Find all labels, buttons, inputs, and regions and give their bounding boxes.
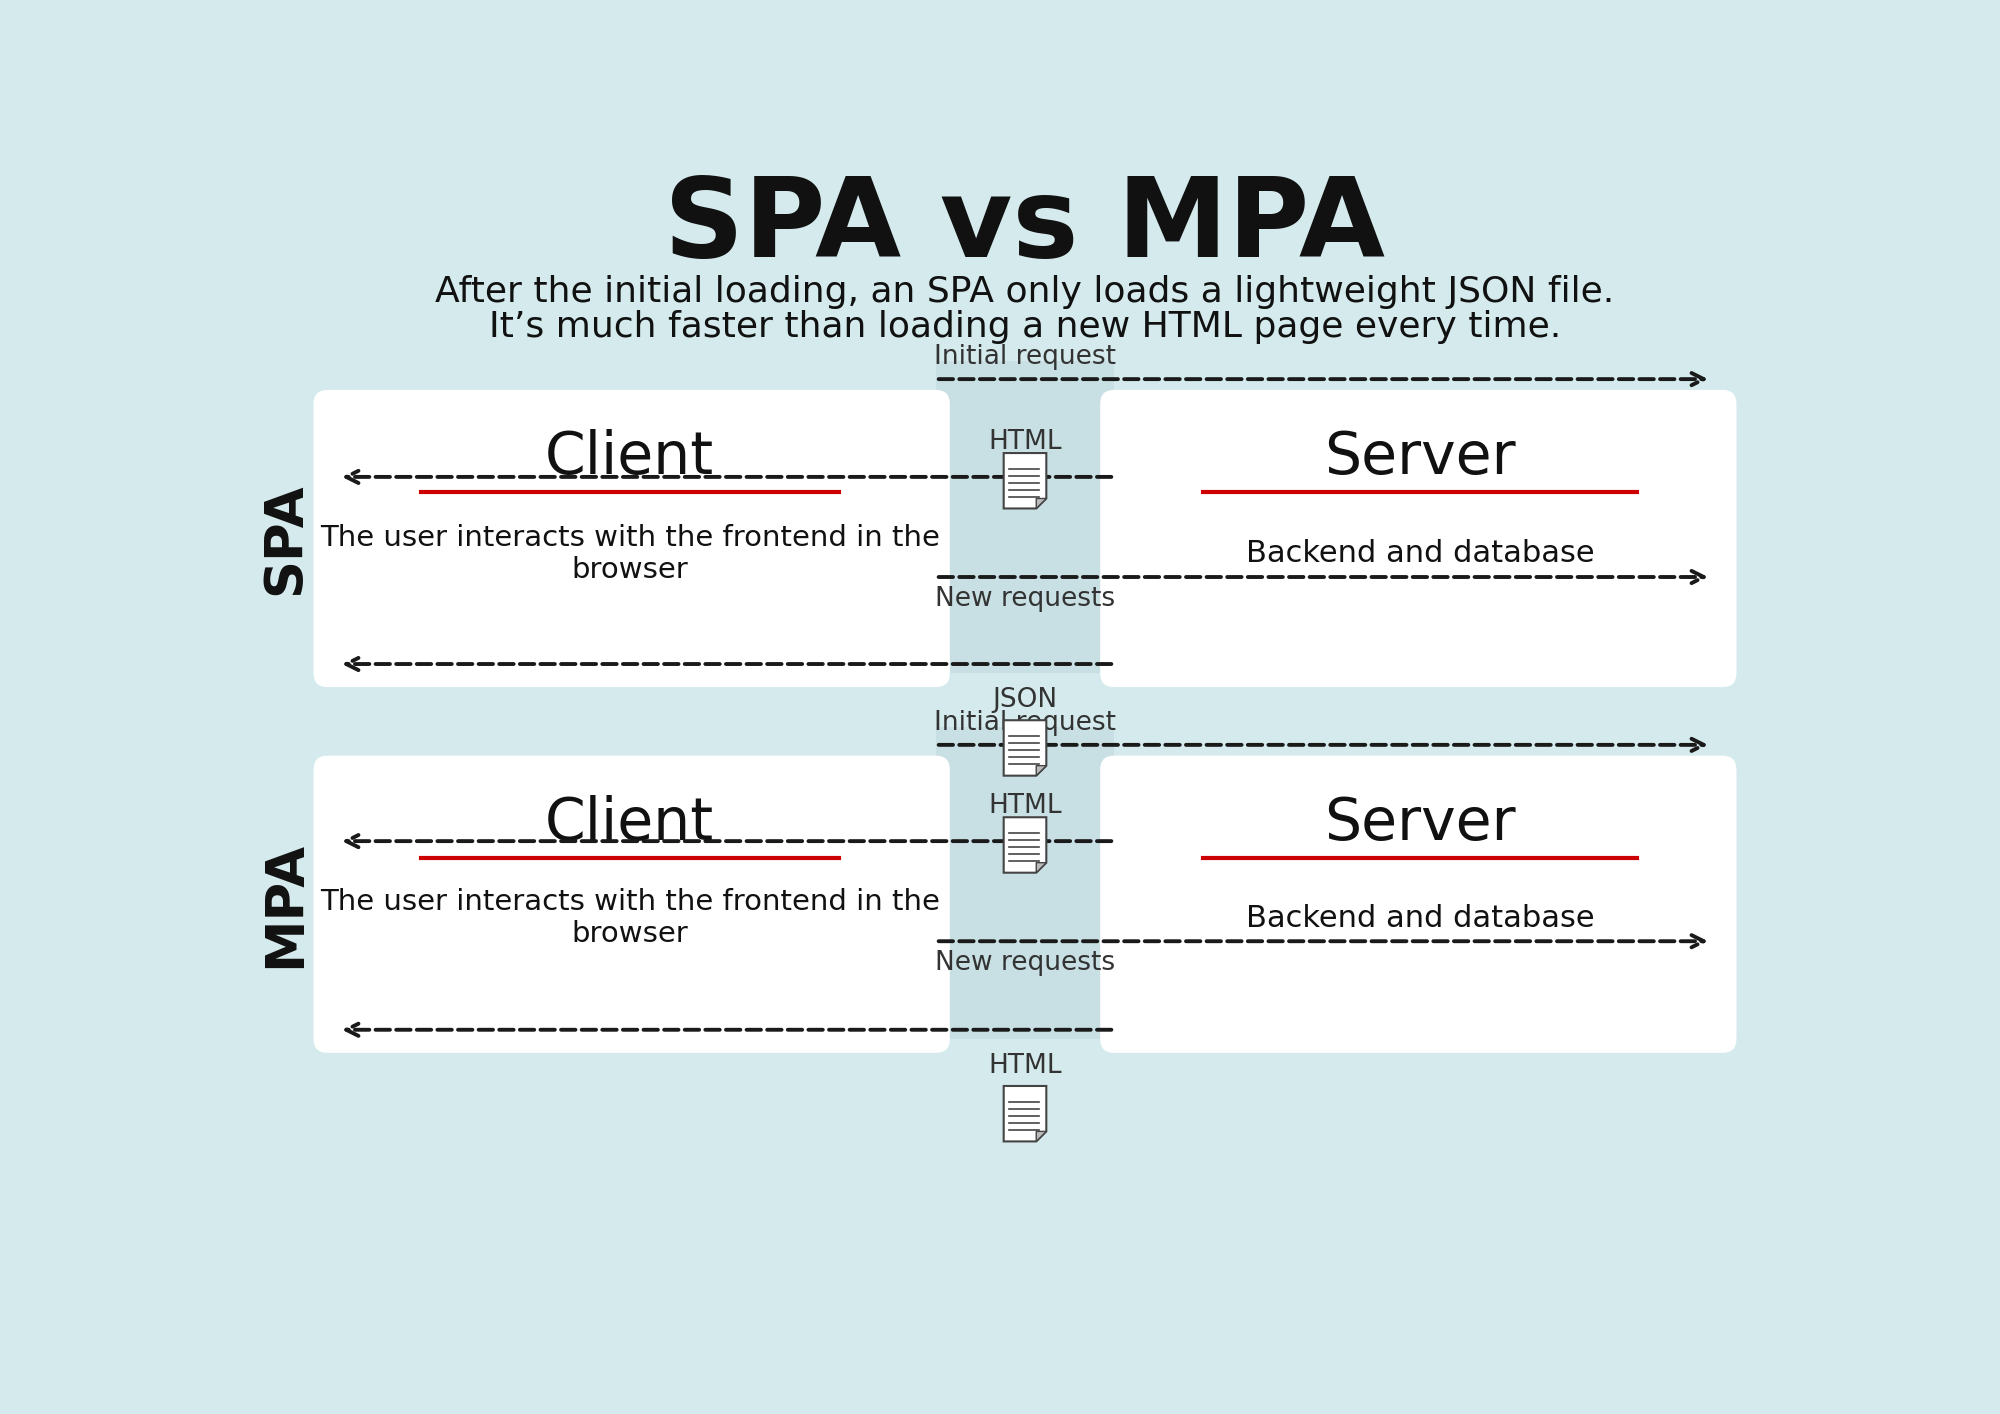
Text: MPA: MPA xyxy=(258,841,310,967)
FancyBboxPatch shape xyxy=(936,727,1114,1039)
Text: SPA: SPA xyxy=(258,482,310,595)
Text: JSON: JSON xyxy=(992,687,1058,713)
Text: HTML: HTML xyxy=(988,430,1062,455)
Text: Client: Client xyxy=(546,430,714,486)
Text: Client: Client xyxy=(546,795,714,851)
Text: Backend and database: Backend and database xyxy=(1246,539,1594,568)
Polygon shape xyxy=(1004,452,1046,509)
Text: The user interacts with the frontend in the
browser: The user interacts with the frontend in … xyxy=(320,888,940,949)
FancyBboxPatch shape xyxy=(314,390,950,687)
Text: Server: Server xyxy=(1324,795,1516,851)
Polygon shape xyxy=(1004,817,1046,872)
Polygon shape xyxy=(1036,1131,1046,1141)
FancyBboxPatch shape xyxy=(936,362,1114,673)
Text: Backend and database: Backend and database xyxy=(1246,904,1594,933)
Text: SPA vs MPA: SPA vs MPA xyxy=(664,173,1386,280)
Polygon shape xyxy=(1036,499,1046,509)
Text: New requests: New requests xyxy=(934,587,1116,612)
Text: Initial request: Initial request xyxy=(934,344,1116,370)
Text: It’s much faster than loading a new HTML page every time.: It’s much faster than loading a new HTML… xyxy=(488,310,1562,344)
Polygon shape xyxy=(1036,765,1046,776)
FancyBboxPatch shape xyxy=(1100,755,1736,1053)
FancyBboxPatch shape xyxy=(314,755,950,1053)
Text: HTML: HTML xyxy=(988,1053,1062,1079)
FancyBboxPatch shape xyxy=(1100,390,1736,687)
Text: Server: Server xyxy=(1324,430,1516,486)
Text: Initial request: Initial request xyxy=(934,710,1116,735)
Polygon shape xyxy=(1036,863,1046,872)
Text: The user interacts with the frontend in the
browser: The user interacts with the frontend in … xyxy=(320,523,940,584)
Text: New requests: New requests xyxy=(934,950,1116,977)
Text: HTML: HTML xyxy=(988,793,1062,820)
Polygon shape xyxy=(1004,720,1046,776)
Text: After the initial loading, an SPA only loads a lightweight JSON file.: After the initial loading, an SPA only l… xyxy=(436,276,1614,310)
Polygon shape xyxy=(1004,1086,1046,1141)
